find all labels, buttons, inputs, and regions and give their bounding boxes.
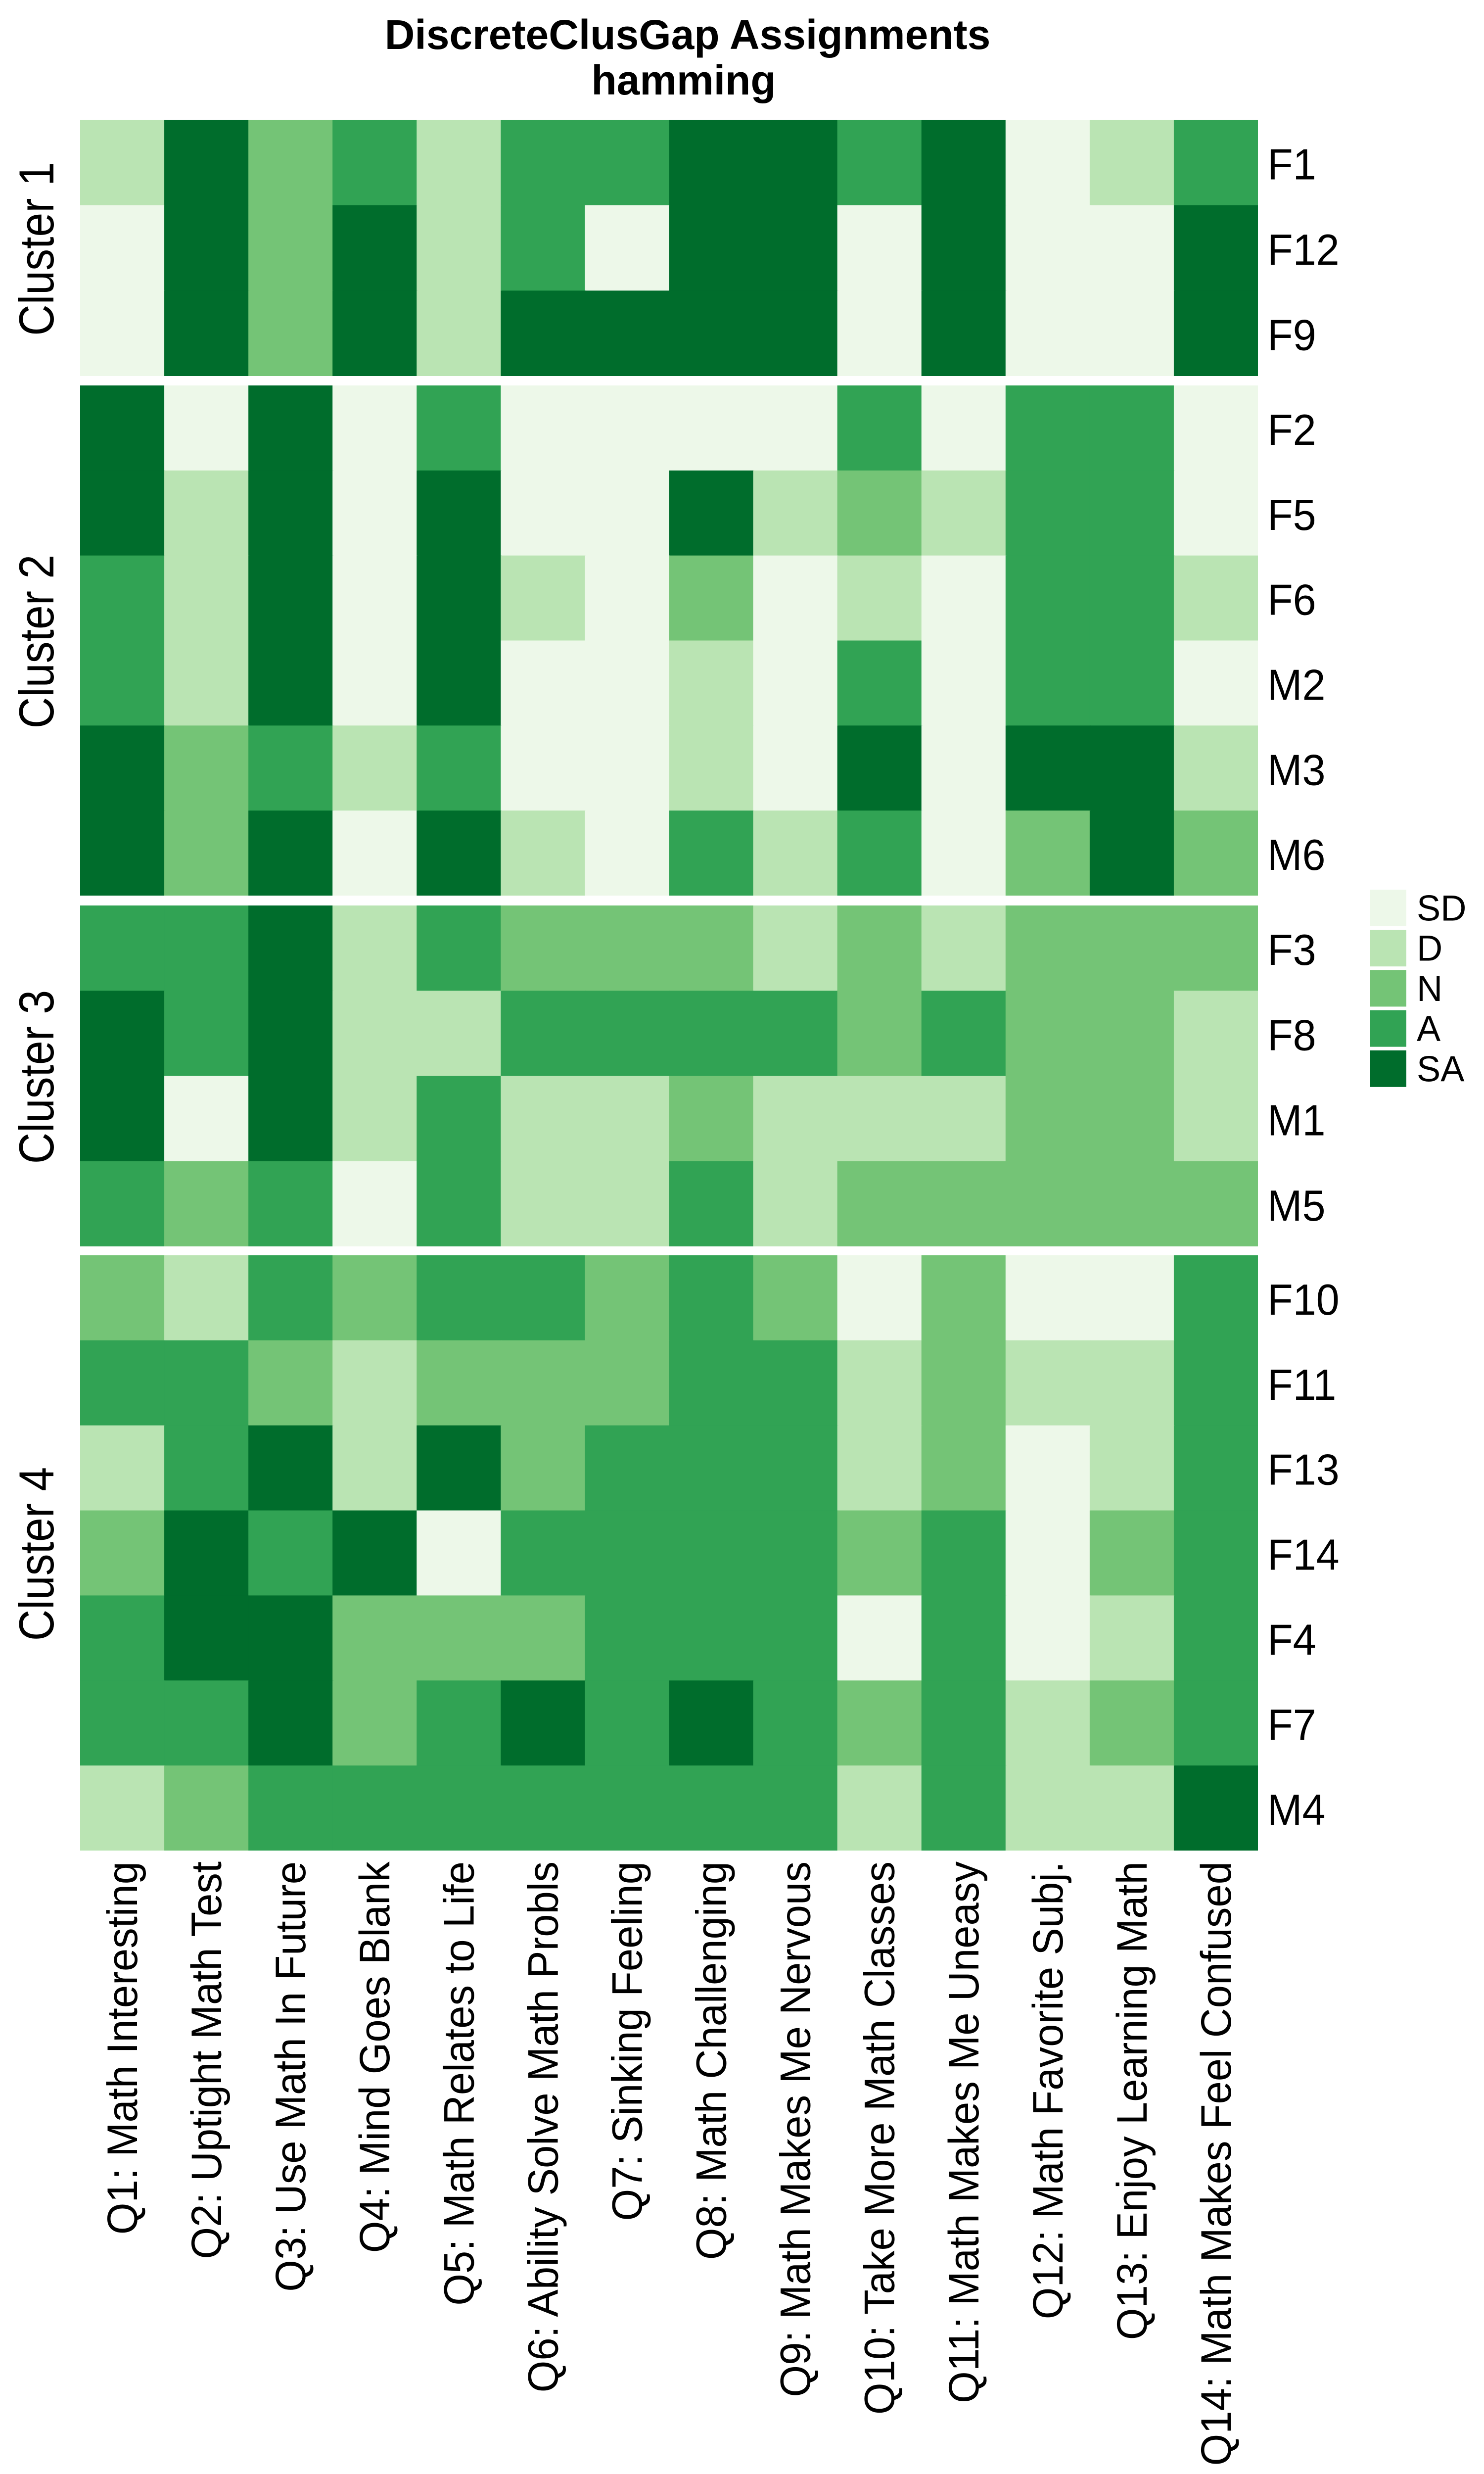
svg-text:M4: M4 — [1267, 1785, 1326, 1834]
svg-text:Q12: Math Favorite Subj.: Q12: Math Favorite Subj. — [1024, 1861, 1072, 2319]
svg-text:N: N — [1417, 969, 1442, 1009]
svg-text:F6: F6 — [1267, 575, 1316, 624]
svg-text:F11: F11 — [1267, 1360, 1336, 1409]
svg-text:F14: F14 — [1267, 1530, 1340, 1579]
svg-text:Cluster 1: Cluster 1 — [9, 162, 64, 335]
svg-text:Q5: Math Relates to Life: Q5: Math Relates to Life — [435, 1861, 483, 2306]
svg-text:DiscreteClusGap Assignments: DiscreteClusGap Assignments — [385, 11, 991, 58]
svg-text:F4: F4 — [1267, 1615, 1316, 1664]
svg-text:F2: F2 — [1267, 405, 1316, 454]
svg-text:F5: F5 — [1267, 490, 1316, 539]
svg-text:Q1: Math Interesting: Q1: Math Interesting — [99, 1861, 146, 2235]
svg-text:Cluster 4: Cluster 4 — [9, 1467, 64, 1641]
svg-text:F7: F7 — [1267, 1700, 1316, 1749]
svg-text:hamming: hamming — [591, 57, 776, 103]
svg-text:Q11: Math Makes Me Uneasy: Q11: Math Makes Me Uneasy — [940, 1861, 988, 2403]
svg-text:F8: F8 — [1267, 1010, 1316, 1059]
svg-text:F13: F13 — [1267, 1445, 1340, 1494]
svg-text:M3: M3 — [1267, 745, 1326, 794]
svg-text:M2: M2 — [1267, 660, 1326, 709]
svg-text:Q7: Sinking Feeling: Q7: Sinking Feeling — [604, 1861, 651, 2221]
svg-text:Q14: Math Makes Feel Confused: Q14: Math Makes Feel Confused — [1193, 1861, 1240, 2466]
svg-text:Q4: Mind Goes Blank: Q4: Mind Goes Blank — [351, 1861, 399, 2253]
svg-text:Q9: Math Makes Me Nervous: Q9: Math Makes Me Nervous — [772, 1861, 820, 2397]
svg-text:Q8: Math Challenging: Q8: Math Challenging — [688, 1861, 736, 2260]
svg-text:SA: SA — [1417, 1049, 1465, 1089]
svg-text:Q13: Enjoy Learning Math: Q13: Enjoy Learning Math — [1109, 1861, 1156, 2340]
svg-text:Q6: Ability Solve Math Probls: Q6: Ability Solve Math Probls — [519, 1861, 567, 2392]
svg-text:SD: SD — [1417, 889, 1466, 929]
svg-text:M5: M5 — [1267, 1181, 1326, 1230]
svg-text:M1: M1 — [1267, 1096, 1326, 1145]
svg-text:Q2: Uptight Math Test: Q2: Uptight Math Test — [183, 1861, 231, 2259]
svg-text:Cluster 2: Cluster 2 — [9, 555, 64, 728]
svg-text:F1: F1 — [1267, 140, 1316, 189]
svg-text:F9: F9 — [1267, 311, 1316, 360]
svg-text:F12: F12 — [1267, 225, 1340, 274]
svg-text:D: D — [1417, 929, 1442, 969]
svg-text:Cluster 3: Cluster 3 — [9, 990, 64, 1164]
svg-text:M6: M6 — [1267, 830, 1326, 879]
svg-text:Q10: Take More Math Classes: Q10: Take More Math Classes — [856, 1861, 904, 2415]
svg-text:A: A — [1417, 1009, 1440, 1049]
svg-text:F10: F10 — [1267, 1275, 1340, 1324]
svg-text:F3: F3 — [1267, 925, 1316, 974]
svg-text:Q3: Use Math In Future: Q3: Use Math In Future — [267, 1861, 315, 2292]
